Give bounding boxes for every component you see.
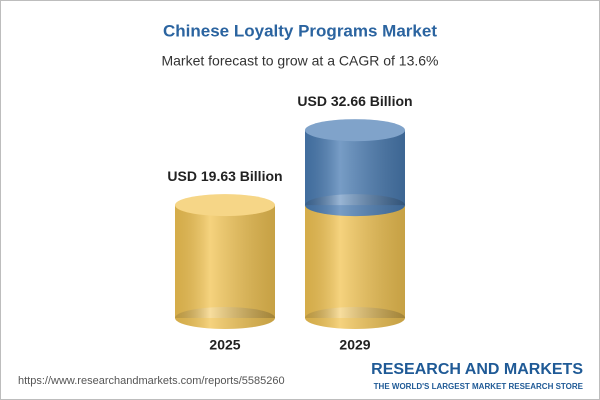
value-label: USD 19.63 Billion — [167, 168, 282, 184]
cylinder-top-light — [175, 194, 275, 217]
cylinder-growth-top — [305, 119, 405, 142]
cylinder-shade — [175, 205, 275, 318]
x-tick-label: 2025 — [209, 337, 240, 353]
value-label: USD 32.66 Billion — [297, 93, 412, 109]
x-tick-label: 2029 — [339, 337, 370, 353]
chart-subtitle: Market forecast to grow at a CAGR of 13.… — [161, 53, 438, 69]
plot: USD 19.63 Billion 2025 USD 32.66 Billion 20… — [167, 93, 412, 353]
chart-title: Chinese Loyalty Programs Market — [163, 21, 437, 40]
cylinder-growth-shade — [305, 130, 405, 206]
cylinder-growth-top-light — [305, 119, 405, 142]
cylinder-top — [175, 194, 275, 217]
cylinder-base-shade — [305, 205, 405, 318]
brand: RESEARCH AND MARKETS — [371, 361, 583, 378]
tagline: THE WORLD'S LARGEST MARKET RESEARCH STOR… — [374, 382, 584, 391]
source-url: https://www.researchandmarkets.com/repor… — [18, 375, 285, 387]
